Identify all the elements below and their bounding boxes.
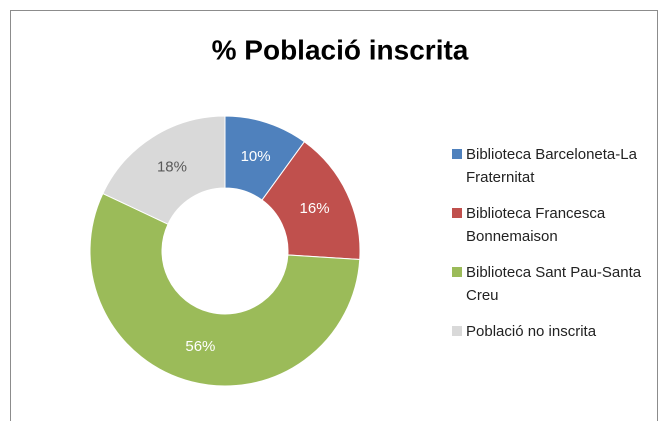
legend-swatch <box>452 149 462 159</box>
legend-item: Biblioteca Barceloneta-La Fraternitat <box>452 143 642 189</box>
legend-label: Biblioteca Francesca Bonnemaison <box>466 205 606 245</box>
legend-label: Població no inscrita <box>466 323 597 340</box>
donut-slice <box>89 192 361 387</box>
data-label: 16% <box>300 200 330 217</box>
legend-item: Biblioteca Sant Pau-Santa Creu <box>452 261 642 307</box>
data-label: 10% <box>241 148 271 165</box>
legend: Biblioteca Barceloneta-La Fraternitat Bib… <box>452 143 642 356</box>
data-label: 18% <box>157 158 187 175</box>
legend-item: Població no inscrita <box>452 320 642 343</box>
donut-slice <box>261 141 361 261</box>
legend-label: Biblioteca Barceloneta-La Fraternitat <box>466 146 637 186</box>
legend-item: Biblioteca Francesca Bonnemaison <box>452 202 642 248</box>
legend-swatch <box>452 326 462 336</box>
data-label: 56% <box>185 338 215 355</box>
donut-slice <box>102 115 226 225</box>
legend-label: Biblioteca Sant Pau-Santa Creu <box>466 264 642 304</box>
legend-swatch <box>452 267 462 277</box>
chart-title: % Població inscrita <box>212 34 469 65</box>
chart-frame <box>10 10 658 421</box>
legend-swatch <box>452 208 462 218</box>
